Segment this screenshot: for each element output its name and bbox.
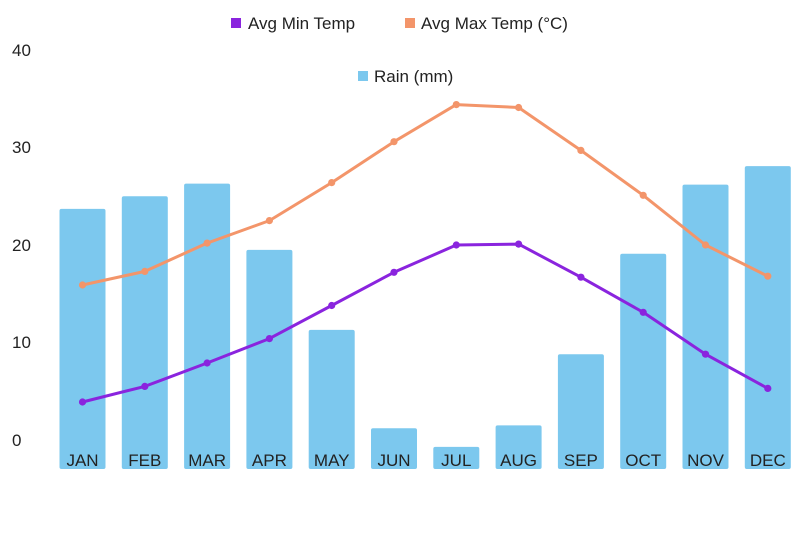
- rain-bar-nov: [682, 184, 729, 469]
- max-temp-point-aug: [515, 103, 523, 112]
- x-axis-labels: JAN FEB MAR APR MAY JUN JUL AUG SEP OCT NOV DEC: [66, 451, 785, 470]
- min-temp-point-jul: [452, 241, 460, 249]
- legend: Avg Min Temp Avg Max Temp (°C) Rain (mm): [231, 14, 568, 86]
- legend-swatch-max-temp: [405, 18, 415, 28]
- max-temp-point-feb: [141, 267, 149, 275]
- legend-label-max-temp: Avg Max Temp (°C): [421, 14, 568, 33]
- y-tick-label: 0: [12, 431, 21, 450]
- x-tick-label-dec: DEC: [750, 451, 786, 470]
- x-tick-label-nov: NOV: [687, 451, 725, 470]
- rain-bar-feb: [121, 196, 168, 470]
- max-temp-point-mar: [203, 239, 211, 247]
- min-temp-point-aug: [515, 240, 523, 248]
- x-tick-label-feb: FEB: [128, 451, 161, 470]
- x-tick-label-oct: OCT: [625, 451, 661, 470]
- max-temp-line: [81, 103, 770, 287]
- rain-bar-mar: [184, 183, 231, 469]
- min-temp-point-oct: [639, 308, 647, 316]
- max-temp-point-jun: [390, 138, 398, 146]
- legend-label-min-temp: Avg Min Temp: [248, 14, 355, 33]
- rain-bar-dec: [744, 166, 791, 469]
- x-tick-label-mar: MAR: [188, 451, 226, 470]
- min-temp-point-sep: [577, 273, 585, 281]
- x-tick-label-may: MAY: [314, 451, 350, 470]
- rain-bar-apr: [246, 249, 293, 469]
- temperature-lines: [78, 101, 772, 406]
- x-tick-label-jan: JAN: [66, 451, 98, 470]
- rain-bar-jun: [371, 428, 417, 469]
- min-temp-point-mar: [203, 359, 211, 367]
- max-temp-point-nov: [701, 241, 710, 249]
- max-temp-point-sep: [577, 146, 585, 154]
- max-temp-point-apr: [265, 217, 273, 225]
- min-temp-point-jun: [390, 268, 398, 276]
- min-temp-line: [81, 242, 770, 404]
- rain-bar-jul: [433, 446, 480, 469]
- rain-bars: [59, 166, 791, 470]
- min-temp-point-feb: [141, 382, 149, 390]
- min-temp-point-may: [328, 301, 336, 310]
- legend-swatch-min-temp: [231, 18, 241, 28]
- max-temp-point-jan: [78, 281, 87, 289]
- y-tick-label: 40: [12, 41, 31, 60]
- max-temp-point-may: [328, 179, 336, 187]
- min-temp-point-jan: [78, 398, 87, 406]
- min-temp-point-nov: [701, 350, 710, 358]
- legend-label-rain: Rain (mm): [374, 67, 453, 86]
- y-axis: 0 10 20 30 40: [12, 41, 31, 450]
- legend-swatch-rain: [358, 71, 368, 81]
- min-temp-point-dec: [764, 384, 772, 392]
- min-temp-point-apr: [265, 335, 273, 343]
- y-tick-label: 10: [12, 333, 31, 352]
- y-tick-label: 30: [12, 138, 31, 157]
- x-tick-label-jul: JUL: [441, 451, 471, 470]
- max-temp-point-oct: [639, 191, 647, 199]
- x-tick-label-jun: JUN: [377, 451, 410, 470]
- rain-bar-jan: [59, 208, 106, 469]
- rain-bar-oct: [620, 253, 667, 469]
- rain-bar-may: [308, 329, 355, 469]
- max-temp-point-jul: [452, 101, 460, 109]
- x-tick-label-apr: APR: [252, 451, 287, 470]
- x-tick-label-aug: AUG: [500, 451, 537, 470]
- rain-bar-sep: [557, 354, 604, 469]
- x-tick-label-sep: SEP: [564, 451, 598, 470]
- y-tick-label: 20: [12, 236, 31, 255]
- rain-bar-aug: [495, 425, 542, 469]
- max-temp-point-dec: [764, 272, 772, 280]
